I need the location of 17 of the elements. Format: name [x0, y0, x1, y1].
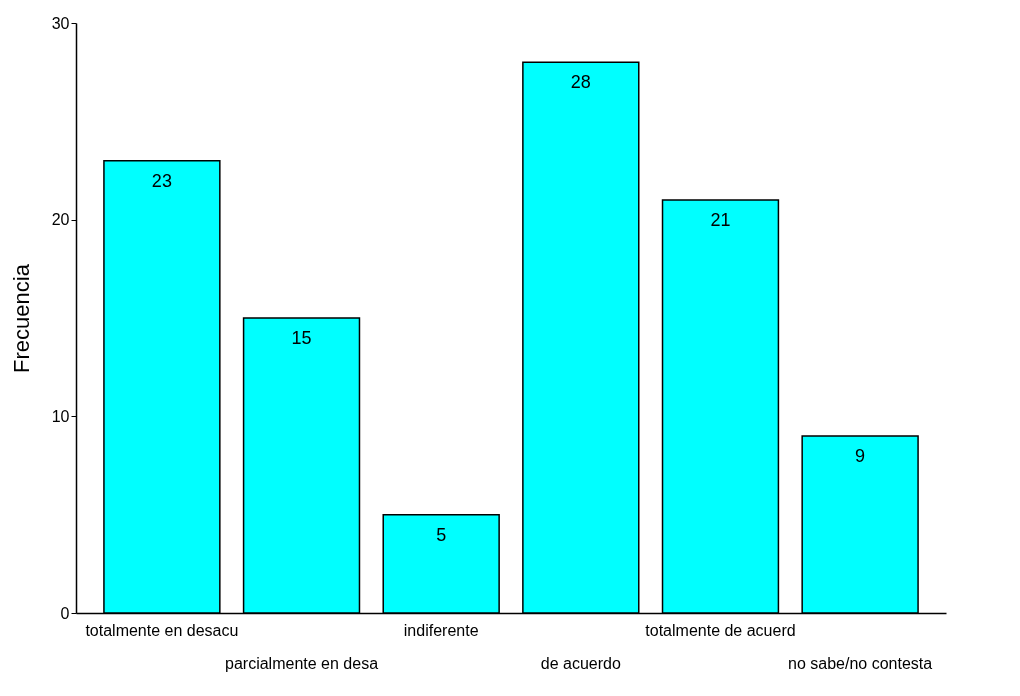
y-tick-label: 10: [51, 407, 70, 425]
data-label: 21: [710, 210, 731, 230]
data-label: 5: [436, 524, 447, 545]
x-tick-label: parcialmente en desa: [225, 655, 379, 672]
data-label: 23: [151, 170, 172, 191]
y-tick-label: 20: [51, 211, 70, 229]
y-tick-label: 0: [60, 604, 70, 622]
data-label: 9: [855, 446, 866, 466]
x-tick-label: totalmente en desacu: [85, 622, 239, 639]
data-label: 28: [570, 72, 591, 93]
x-tick-label: indiferente: [403, 622, 479, 639]
data-label: 15: [291, 328, 312, 348]
x-tick-label: de acuerdo: [540, 655, 621, 672]
y-axis-title: Frecuencia: [8, 263, 34, 373]
y-tick-label: 30: [51, 14, 70, 32]
x-tick-label: no sabe/no contesta: [788, 655, 933, 672]
x-tick-label: totalmente de acuerd: [645, 622, 796, 639]
